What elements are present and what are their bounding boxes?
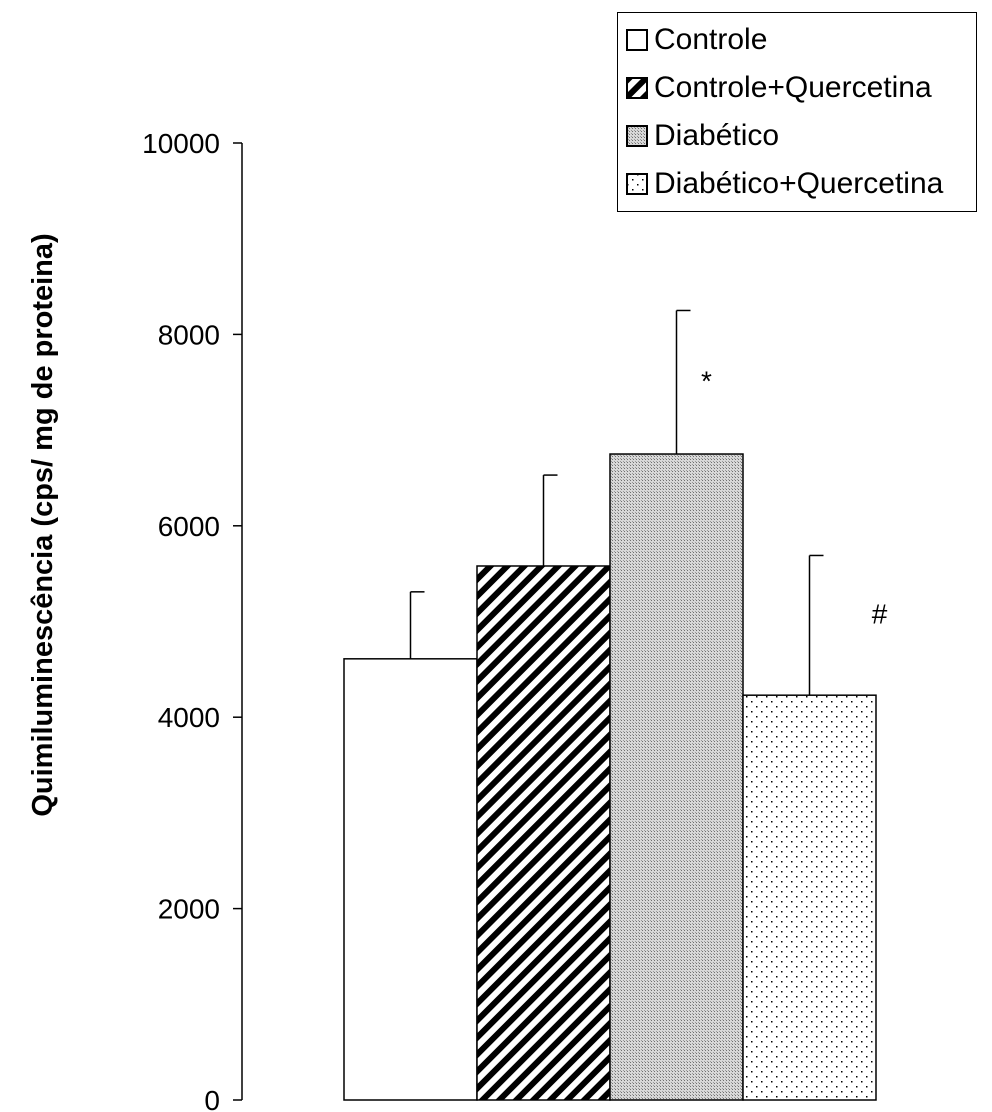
bar-controle-quercetina — [476, 565, 611, 1101]
significance-annotation: * — [701, 365, 712, 396]
legend-swatch-diabetico-quercetina — [626, 173, 648, 195]
legend-item-controle-quercetina: Controle+Quercetina — [626, 68, 932, 108]
y-tick-label: 2000 — [158, 894, 220, 925]
bar-controle — [343, 658, 478, 1101]
legend-swatch-controle — [626, 29, 648, 51]
legend-label: Controle+Quercetina — [654, 71, 932, 104]
y-tick-label: 0 — [204, 1085, 220, 1112]
legend-item-diabetico: Diabético — [626, 116, 779, 156]
y-axis-title: Quimiluminescência (cps/ mg de proteina) — [27, 233, 59, 816]
bar-diabetico-quercetina — [742, 694, 877, 1101]
y-tick-label: 8000 — [158, 319, 220, 350]
legend-item-controle: Controle — [626, 20, 767, 60]
y-tick-label: 10000 — [142, 128, 220, 159]
legend: Controle Controle+Quercetina Diabético D… — [617, 12, 977, 212]
legend-item-diabetico-quercetina: Diabético+Quercetina — [626, 164, 943, 204]
legend-swatch-diabetico — [626, 125, 648, 147]
legend-swatch-controle-quercetina — [626, 77, 648, 99]
significance-annotation: # — [872, 598, 888, 629]
legend-label: Diabético+Quercetina — [654, 167, 944, 200]
bars: *# — [343, 309, 888, 1101]
y-tick-label: 4000 — [158, 702, 220, 733]
bar-diabetico — [609, 453, 744, 1101]
legend-label: Controle — [654, 23, 768, 56]
y-tick-label: 6000 — [158, 511, 220, 542]
legend-label: Diabético — [654, 119, 780, 152]
y-axis: 0 2000 4000 6000 8000 10000 — [142, 128, 243, 1112]
